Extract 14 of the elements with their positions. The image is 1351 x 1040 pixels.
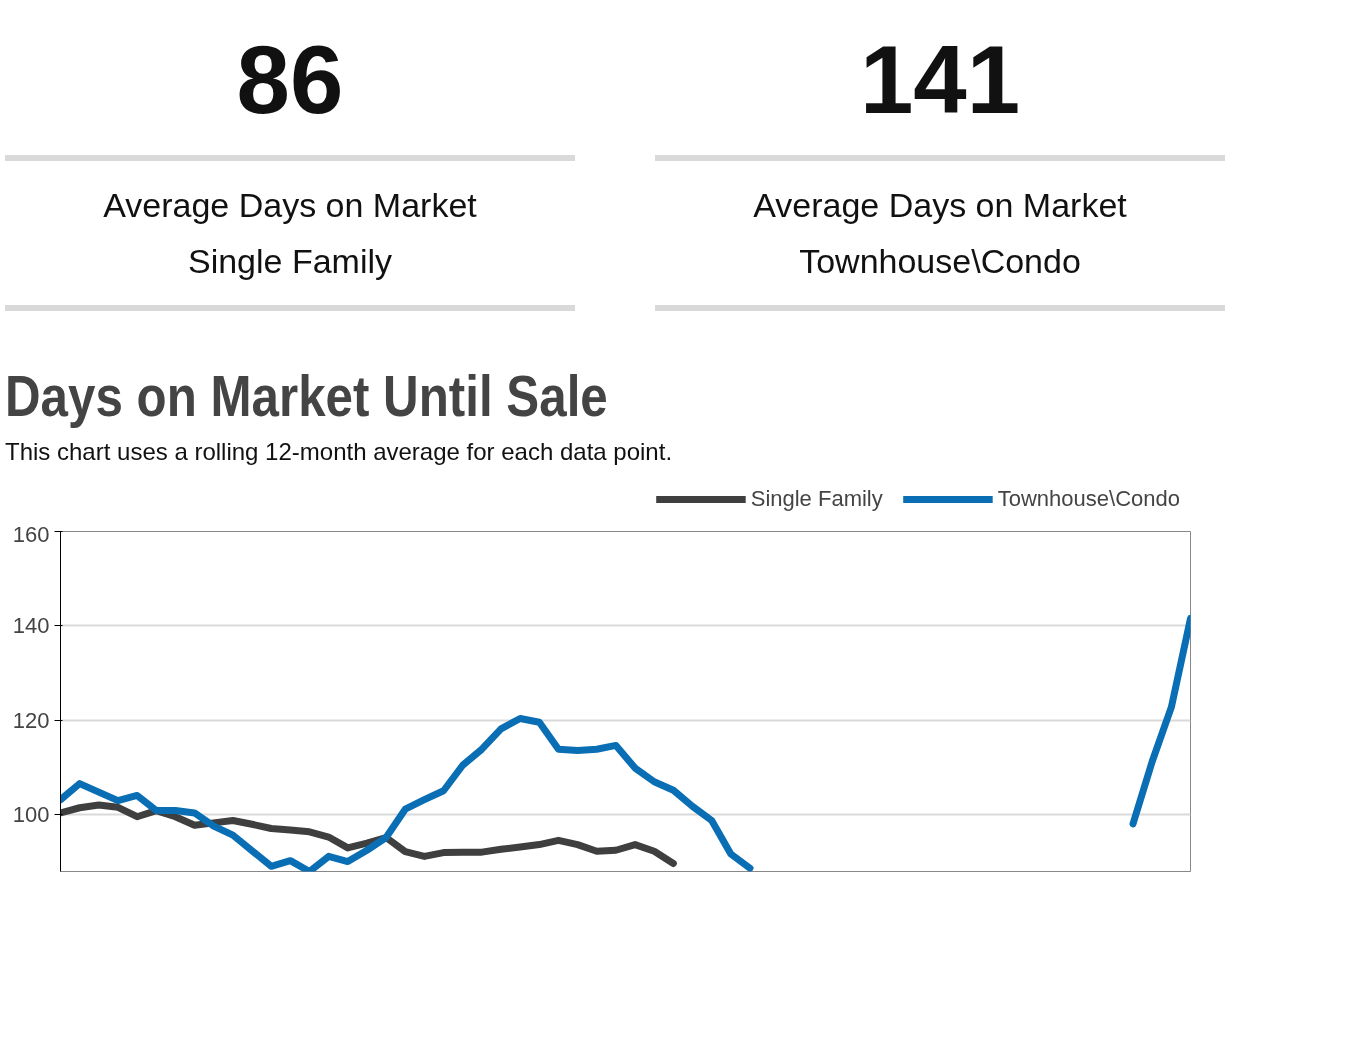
text: Single Family <box>186 241 394 282</box>
legend-label: Single Family <box>750 486 883 512</box>
text: Average Days on Market <box>752 185 1128 226</box>
y-tick-label: 120 <box>12 707 50 733</box>
chart-title: Days on Market Until Sale <box>5 362 608 430</box>
text: Townhouse\Condo <box>798 241 1082 282</box>
y-tick-label: 140 <box>12 613 50 639</box>
legend-label: Townhouse\Condo <box>997 486 1180 512</box>
y-tick-label: 160 <box>12 521 50 547</box>
chart-subtitle: This chart uses a rolling 12-month average for each data point. <box>5 437 673 467</box>
text: Average Days on Market <box>102 185 478 226</box>
text: 86 <box>235 25 345 135</box>
y-tick-label: 100 <box>12 802 50 828</box>
text: 141 <box>858 25 1022 135</box>
